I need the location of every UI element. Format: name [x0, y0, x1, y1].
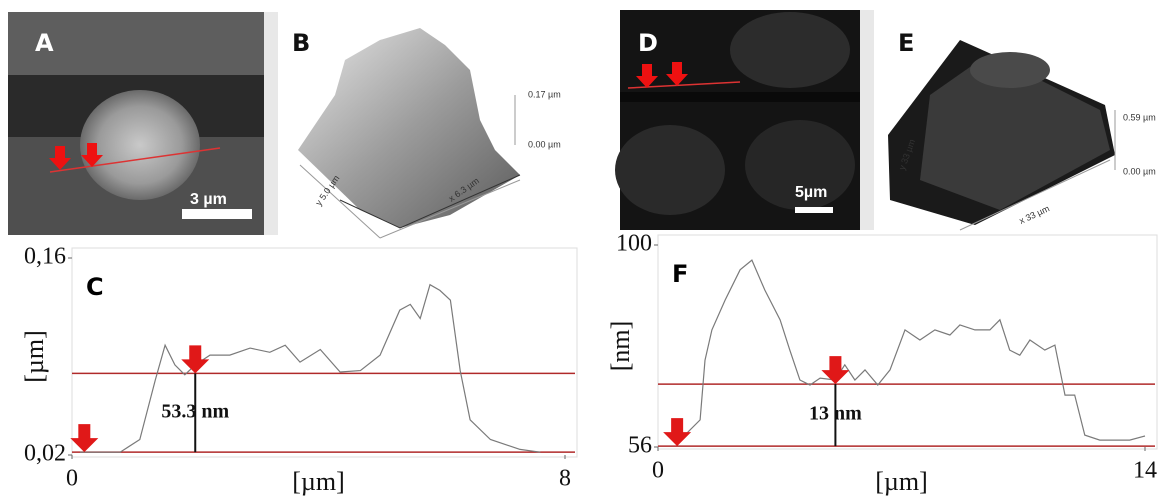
- figure: A 3 µm B 0.17 µm 0.00 µm y 5.0 µm x 6.3 …: [0, 0, 1169, 497]
- panel-label: A: [35, 29, 54, 57]
- profile-line: [80, 285, 540, 453]
- y-tick-label: 100: [616, 231, 652, 257]
- y-axis-label: [µm]: [20, 330, 49, 383]
- x-tick-label: 8: [559, 466, 571, 492]
- x-axis-label: [µm]: [292, 467, 345, 496]
- arrow: [70, 424, 98, 452]
- y-axis-label: [nm]: [606, 321, 635, 372]
- axis-text: 0.00 µm: [1123, 166, 1156, 176]
- profile-line: [680, 260, 1145, 440]
- axis-text: 0.59 µm: [1123, 112, 1156, 122]
- plot-frame: [658, 235, 1157, 449]
- axis-text: 0.17 µm: [528, 89, 561, 99]
- arrow: [181, 345, 209, 373]
- arrow: [821, 356, 849, 384]
- plot-frame: [72, 248, 577, 457]
- y-tick-label: 0,02: [24, 441, 66, 467]
- y-tick-label: 56: [628, 433, 652, 459]
- x-tick-label: 0: [66, 466, 78, 492]
- height-annotation: 13 nm: [809, 403, 862, 425]
- image-e: E 0.59 µm 0.00 µm y 33 µm x 33 µm: [888, 29, 1156, 230]
- panel-label: B: [292, 29, 310, 57]
- panel-label: F: [672, 260, 688, 288]
- y-tick-label: 0,16: [24, 244, 66, 270]
- scale-bar-label: 5µm: [795, 184, 827, 201]
- x-tick-label: 14: [1133, 458, 1157, 484]
- image-b: B 0.17 µm 0.00 µm y 5.0 µm x 6.3 µm: [292, 28, 561, 238]
- x-tick-label: 0: [652, 458, 664, 484]
- axis-text: x 33 µm: [1018, 203, 1051, 226]
- x-axis-label: [µm]: [875, 467, 928, 496]
- arrow: [663, 418, 691, 446]
- axis-text: 0.00 µm: [528, 139, 561, 149]
- page: {"images": [ {"label": "A", "texts": ["3…: [0, 0, 1169, 497]
- image-a: A 3 µm: [8, 12, 278, 235]
- scale-bar-label: 3 µm: [190, 191, 227, 208]
- height-annotation: 53.3 nm: [161, 400, 229, 422]
- panel-label: E: [898, 29, 914, 57]
- panel-label: D: [638, 29, 658, 57]
- panel-label: C: [86, 273, 104, 301]
- image-d: D 5µm: [615, 10, 874, 230]
